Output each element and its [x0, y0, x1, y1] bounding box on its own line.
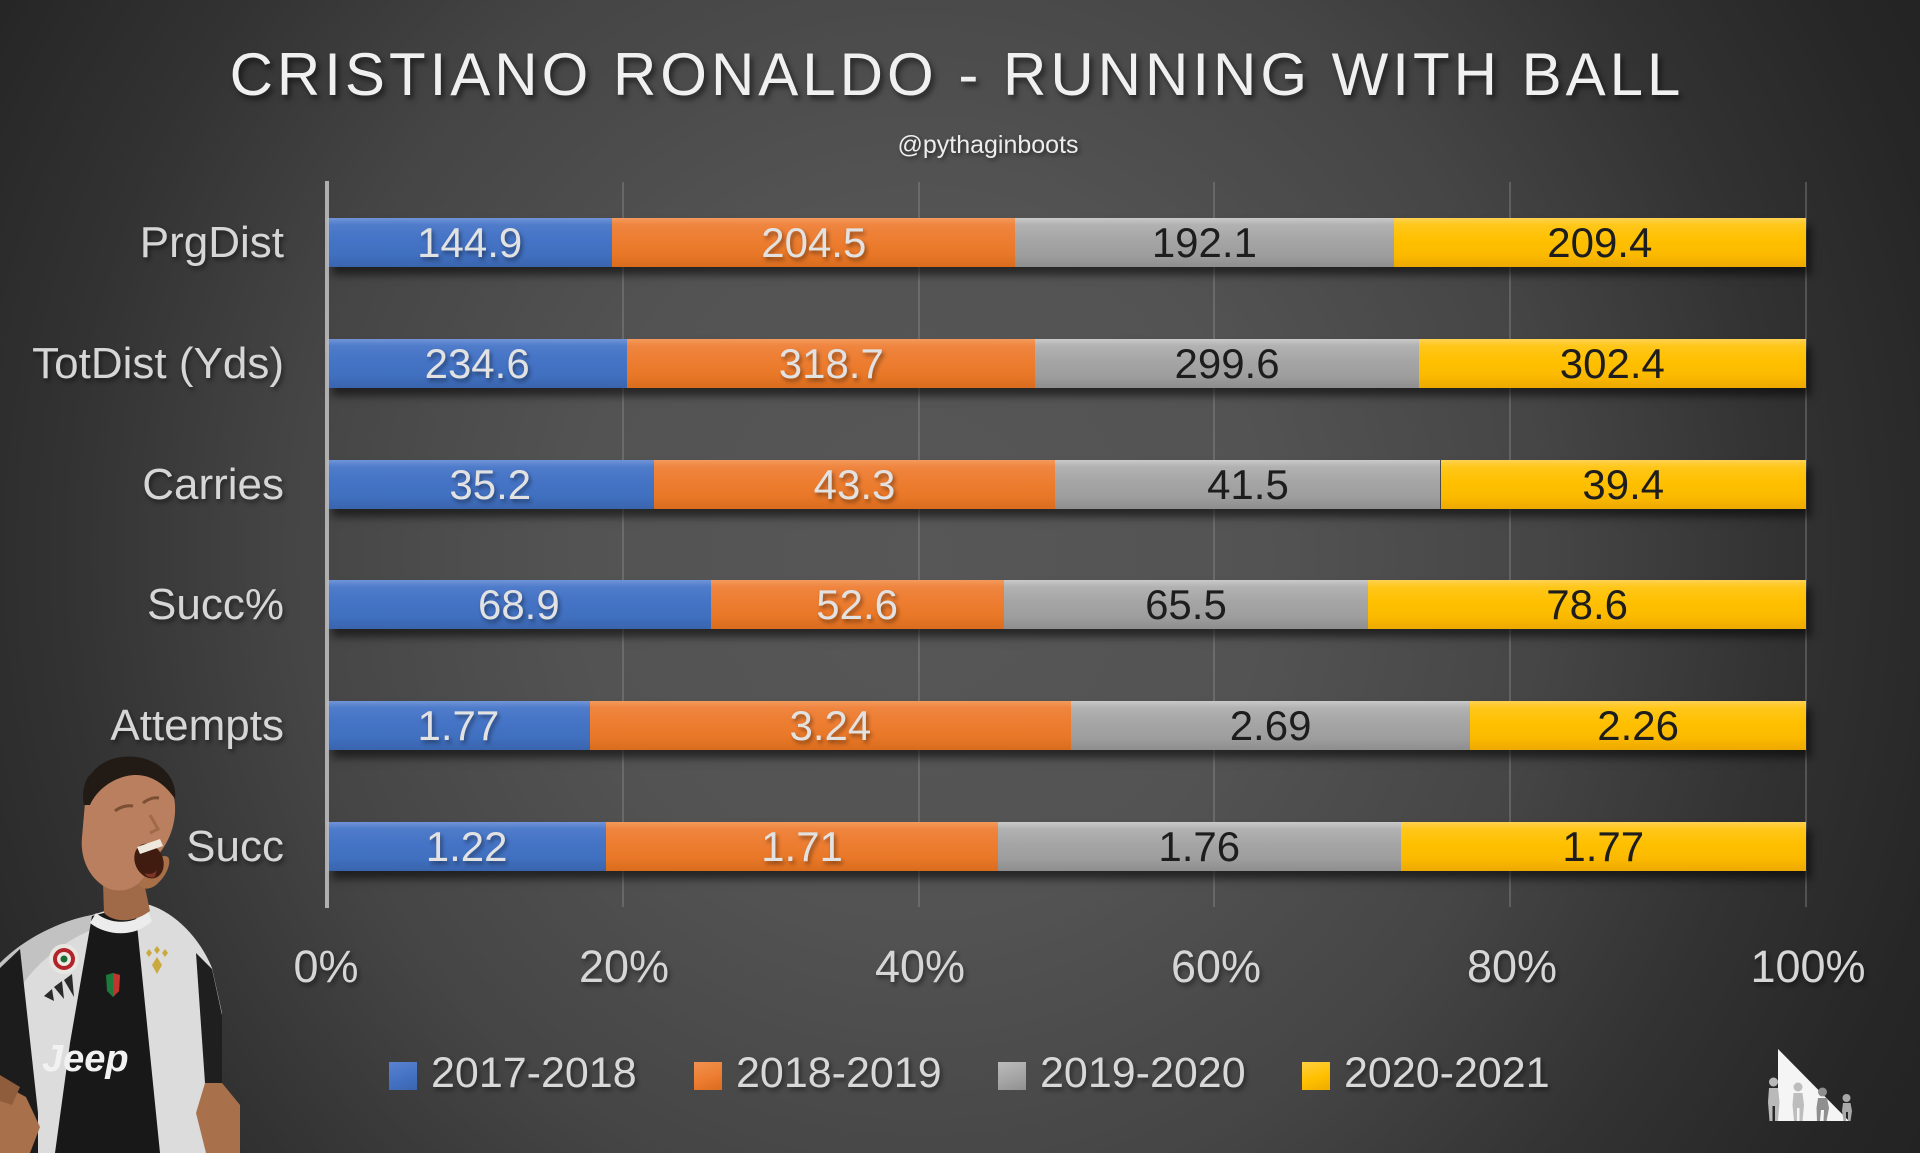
svg-text:Jeep: Jeep [42, 1038, 129, 1080]
